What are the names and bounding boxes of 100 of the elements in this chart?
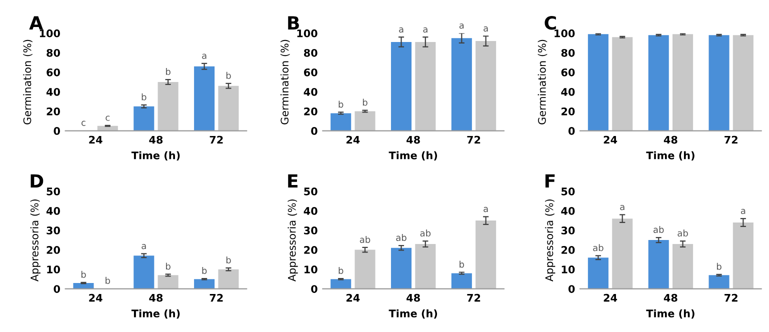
y-tick-label: 40 [46, 207, 60, 215]
y-tick-label: 10 [304, 266, 318, 274]
data-label: a [399, 27, 404, 33]
chart-title: D [30, 174, 44, 188]
x-axis-title: Time (h) [131, 151, 180, 161]
data-label: ab [678, 230, 688, 237]
x-tick-label: 72 [210, 294, 223, 302]
data-label: b [338, 266, 344, 274]
y-tick-label: 20 [304, 107, 318, 116]
data-label: b [142, 93, 146, 100]
data-label: a [484, 26, 488, 32]
data-label: b [716, 262, 722, 270]
data-label: ab [420, 230, 431, 237]
x-axis-title: Time (h) [646, 309, 694, 319]
data-label: b [166, 262, 170, 270]
data-label: b [166, 68, 170, 76]
y-tick-label: 100 [40, 29, 60, 38]
y-tick-label: 0 [311, 285, 318, 293]
x-axis-title: Time (h) [646, 151, 694, 161]
y-tick-label: 20 [46, 246, 60, 254]
bar [218, 86, 239, 131]
y-tick-label: 10 [562, 266, 575, 274]
bar [330, 113, 352, 131]
y-axis-title: Germination (%) [538, 40, 548, 124]
data-label: b [202, 266, 207, 274]
y-tick-label: 50 [562, 187, 575, 196]
data-label: a [459, 23, 464, 29]
data-label: b [460, 260, 464, 268]
bar [390, 248, 412, 289]
y-tick-label: 80 [304, 48, 318, 57]
y-tick-label: 20 [304, 246, 318, 254]
y-tick-label: 80 [561, 48, 575, 57]
bar [476, 220, 496, 289]
x-tick-label: 48 [664, 136, 678, 144]
data-label: a [202, 54, 206, 59]
x-tick-label: 24 [604, 136, 618, 144]
x-tick-label: 24 [346, 136, 360, 144]
data-label: c [82, 120, 86, 126]
y-tick-label: 0 [568, 285, 575, 293]
data-label: b [106, 276, 110, 284]
bar [708, 275, 730, 289]
x-tick-label: 24 [89, 136, 102, 144]
bar [158, 275, 178, 289]
bar [588, 258, 608, 289]
y-tick-label: 20 [562, 246, 575, 254]
x-tick-label: 72 [210, 136, 223, 144]
y-tick-label: 40 [561, 88, 575, 96]
data-label: b [226, 72, 231, 79]
chart-title: A [29, 16, 44, 30]
y-tick-label: 80 [46, 48, 60, 57]
data-label: b [226, 256, 231, 264]
y-axis-title: Appressoria (%) [30, 199, 40, 282]
x-tick-label: 48 [406, 136, 420, 144]
y-tick-label: 40 [304, 88, 318, 96]
bar [390, 42, 412, 131]
y-tick-label: 60 [561, 68, 575, 76]
y-tick-label: 30 [304, 226, 318, 234]
y-tick-label: 30 [46, 226, 60, 234]
y-axis-title: Appressoria (%) [288, 199, 298, 282]
x-tick-label: 72 [724, 294, 738, 302]
x-axis-title: Time (h) [131, 309, 180, 319]
chart-title: F [545, 174, 555, 188]
x-tick-label: 24 [346, 294, 360, 302]
y-axis-title: Germination (%) [23, 40, 32, 124]
y-tick-label: 0 [54, 285, 60, 293]
y-tick-label: 50 [304, 187, 318, 196]
data-label: a [142, 244, 146, 250]
bar [194, 279, 215, 289]
bar [451, 273, 472, 289]
y-tick-label: 20 [562, 107, 575, 116]
bar [612, 218, 633, 289]
bar [732, 222, 754, 289]
chart-title: E [288, 174, 298, 188]
chart-title: C [544, 16, 556, 30]
data-label: a [620, 204, 624, 210]
y-tick-label: 60 [304, 68, 318, 76]
y-tick-label: 0 [54, 127, 60, 135]
bar [158, 82, 178, 131]
bar [354, 111, 376, 131]
chart-title: B [288, 16, 299, 30]
data-label: ab [360, 236, 370, 243]
bar [415, 244, 436, 289]
bar [476, 41, 496, 131]
bar [672, 244, 694, 289]
y-axis-title: Appressoria (%) [545, 199, 556, 282]
x-tick-label: 72 [467, 294, 480, 302]
data-label: ab [396, 234, 406, 241]
x-axis-title: Time (h) [388, 151, 438, 161]
bar [415, 42, 436, 131]
data-label: b [338, 100, 344, 108]
y-tick-label: 60 [46, 68, 60, 76]
data-label: a [423, 27, 428, 33]
y-tick-label: 100 [554, 29, 575, 38]
data-label: ab [654, 226, 664, 233]
data-label: b [362, 98, 368, 106]
bar [134, 106, 154, 131]
bar [218, 269, 239, 289]
bar [194, 66, 215, 131]
x-tick-label: 48 [406, 294, 420, 302]
x-tick-label: 24 [604, 294, 618, 302]
